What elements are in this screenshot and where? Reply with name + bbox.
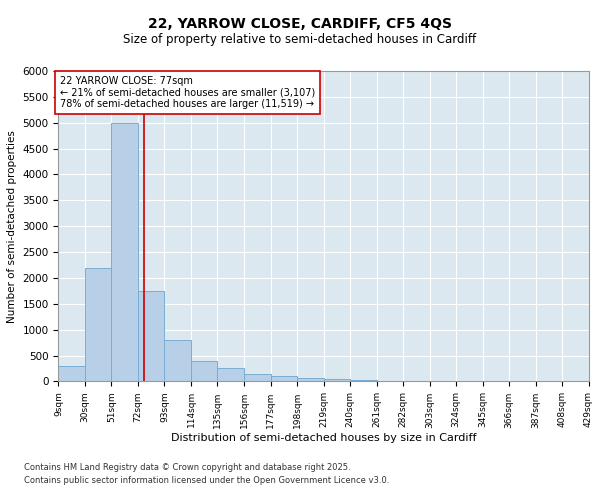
Bar (350, 380, 377, 382)
Bar (297, 378, 323, 382)
Text: Contains HM Land Registry data © Crown copyright and database right 2025.: Contains HM Land Registry data © Crown c… (24, 464, 350, 472)
Bar (271, 376, 297, 382)
Bar (244, 374, 271, 382)
Text: Size of property relative to semi-detached houses in Cardiff: Size of property relative to semi-detach… (124, 32, 476, 46)
Bar (138, 291, 164, 382)
Y-axis label: Number of semi-detached properties: Number of semi-detached properties (7, 130, 17, 322)
Bar (112, 122, 138, 382)
X-axis label: Distribution of semi-detached houses by size in Cardiff: Distribution of semi-detached houses by … (171, 433, 476, 443)
Text: 22, YARROW CLOSE, CARDIFF, CF5 4QS: 22, YARROW CLOSE, CARDIFF, CF5 4QS (148, 18, 452, 32)
Text: 22 YARROW CLOSE: 77sqm
← 21% of semi-detached houses are smaller (3,107)
78% of : 22 YARROW CLOSE: 77sqm ← 21% of semi-det… (60, 76, 315, 110)
Bar (85, 268, 112, 382)
Text: Contains public sector information licensed under the Open Government Licence v3: Contains public sector information licen… (24, 476, 389, 485)
Bar (323, 379, 350, 382)
Bar (58, 366, 85, 382)
Bar (164, 340, 191, 382)
Bar (191, 360, 217, 382)
Bar (217, 368, 244, 382)
